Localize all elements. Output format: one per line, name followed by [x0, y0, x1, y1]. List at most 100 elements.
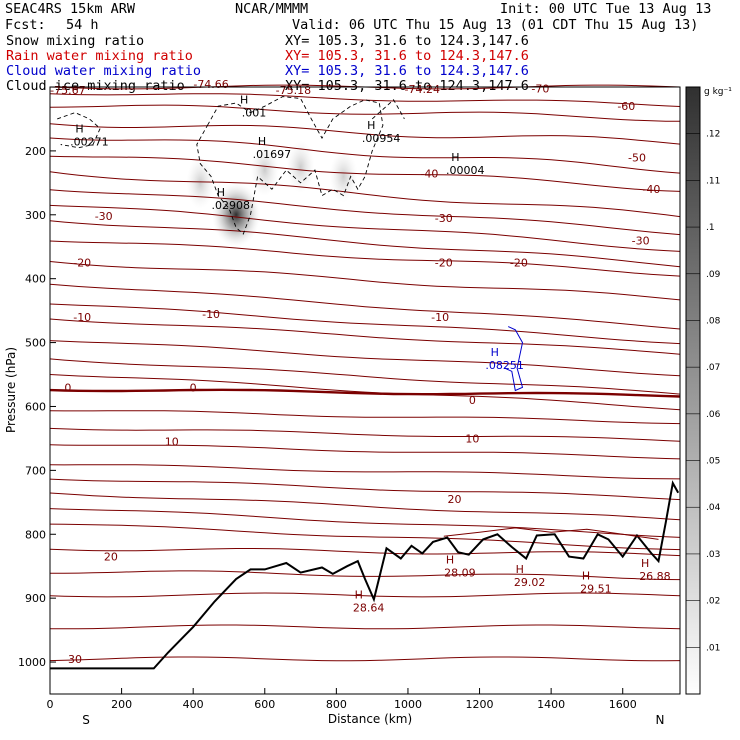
temperature-label: 20: [447, 493, 461, 506]
y-tick-label: 900: [25, 592, 46, 605]
temperature-label: -74.24: [405, 83, 440, 96]
maxima-labels: H.00271H.001H.01697H.00954H.00004H.02908…: [70, 94, 671, 615]
colorbar-tick-label: .12: [706, 130, 720, 140]
model-title: SEAC4RS 15km ARW: [5, 1, 136, 17]
y-tick-label: 200: [25, 145, 46, 158]
colorbar-tick-label: .03: [706, 550, 720, 560]
temperature-label: -20: [510, 257, 528, 270]
y-axis: 200 300 400 500 600 700 800 900 1000: [18, 145, 56, 669]
temperature-label: 0: [190, 381, 197, 394]
isotherm-3: [49, 104, 681, 122]
maximum-value: 28.09: [444, 567, 476, 580]
colorbar-tick-label: .01: [706, 643, 720, 653]
maximum-value: .02908: [212, 199, 251, 212]
temperature-label: -10: [431, 311, 449, 324]
x-tick-label: 800: [326, 698, 347, 711]
y-tick-label: 500: [25, 337, 46, 350]
maximum-marker: H: [446, 554, 454, 567]
legend-rain-xy: XY= 105.3, 31.6 to 124.3,147.6: [285, 48, 529, 64]
isotherm-15: [49, 318, 681, 355]
temperature-label: 10: [165, 436, 179, 449]
terrain-profile: [50, 480, 680, 670]
isotherm-9: [49, 204, 681, 252]
snow-shade-3: [286, 140, 315, 193]
isotherm-20: [49, 410, 681, 425]
forecast-label: Fcst:: [5, 17, 46, 33]
colorbar: g kg⁻¹ .12 .11 .1 .09 .08 .07 .06 .05 .04 .03 .02.…: [685, 86, 732, 695]
isotherm-6: [49, 155, 681, 192]
maximum-marker: H: [355, 589, 363, 602]
maximum-value: .08251: [485, 359, 524, 372]
temperature-label: -20: [73, 257, 91, 270]
temperature-label: -20: [435, 257, 453, 270]
south-label: S: [82, 713, 90, 727]
maximum-marker: H: [491, 346, 499, 359]
x-axis: 0 200 400 600 800 1000 1200 1400 1600: [47, 688, 637, 711]
y-tick-label: 800: [25, 528, 46, 541]
maximum-value: .001: [242, 107, 267, 120]
colorbar-tick-label: .04: [706, 503, 721, 513]
isotherm-22: [49, 444, 681, 460]
temperature-label: -70: [531, 82, 549, 95]
maximum-value: .00004: [446, 164, 485, 177]
isotherm-13: [49, 283, 681, 330]
forecast-hours: 54 h: [66, 17, 99, 33]
maximum-marker: H: [451, 151, 459, 164]
isotherm-16: [49, 340, 681, 377]
temperature-label: 10: [465, 432, 479, 445]
temperature-label: -60: [617, 100, 635, 113]
maximum-marker: H: [367, 119, 375, 132]
x-tick-label: 0: [47, 698, 54, 711]
maximum-value: .00271: [70, 135, 109, 148]
legend-snow-name: Snow mixing ratio: [6, 33, 145, 49]
isotherm-25: [49, 492, 681, 521]
maximum-marker: H: [516, 563, 524, 576]
temperature-label: 30: [68, 653, 82, 666]
x-tick-label: 1600: [609, 698, 637, 711]
y-tick-label: 600: [25, 400, 46, 413]
temperature-label: -75.18: [276, 84, 311, 97]
temperature-label: 0: [469, 394, 476, 407]
temperature-label: -74.66: [193, 78, 228, 91]
maximum-marker: H: [75, 122, 83, 135]
isotherm-10: [49, 220, 681, 268]
isotherm-5: [49, 137, 681, 174]
colorbar-unit: g kg⁻¹: [704, 87, 732, 97]
colorbar-tick-label: .02: [706, 597, 720, 607]
isotherm-27: [49, 523, 681, 551]
maximum-marker: H: [258, 135, 266, 148]
isotherm-2: [49, 93, 681, 107]
x-tick-label: 1200: [466, 698, 494, 711]
snow-shade-2: [250, 144, 279, 197]
colorbar-tick-label: .05: [706, 457, 720, 467]
y-tick-label: 700: [25, 464, 46, 477]
colorbar-ramp: [685, 86, 701, 695]
x-tick-label: 1000: [394, 698, 422, 711]
isotherm-17: [49, 358, 681, 395]
temperature-contours: [49, 84, 681, 662]
maximum-value: 29.02: [514, 576, 546, 589]
temperature-label: -40: [642, 183, 660, 196]
y-tick-label: 400: [25, 273, 46, 286]
legend-cloudwater-name: Cloud water mixing ratio: [6, 63, 202, 79]
y-axis-title: Pressure (hPa): [4, 347, 18, 433]
isotherm-12: [49, 261, 681, 301]
isotherm-24: [49, 478, 681, 501]
temperature-label: -40: [420, 167, 438, 180]
init-time: Init: 00 UTC Tue 13 Aug 13: [500, 1, 712, 17]
colorbar-tick-label: .1: [706, 223, 715, 233]
x-tick-label: 1400: [537, 698, 565, 711]
plot-frame: [49, 86, 681, 695]
isotherm-11: [49, 240, 681, 277]
isotherm-7: [49, 171, 681, 218]
maximum-marker: H: [582, 570, 590, 583]
isotherm-30: [49, 592, 681, 598]
temperature-label: -30: [632, 234, 650, 247]
cloud-ice-contours: [57, 96, 524, 392]
colorbar-tick-label: .06: [706, 410, 721, 420]
isotherm-31: [49, 624, 681, 630]
x-tick-label: 400: [183, 698, 204, 711]
maximum-value: .00954: [362, 132, 401, 145]
temperature-label: -30: [95, 210, 113, 223]
